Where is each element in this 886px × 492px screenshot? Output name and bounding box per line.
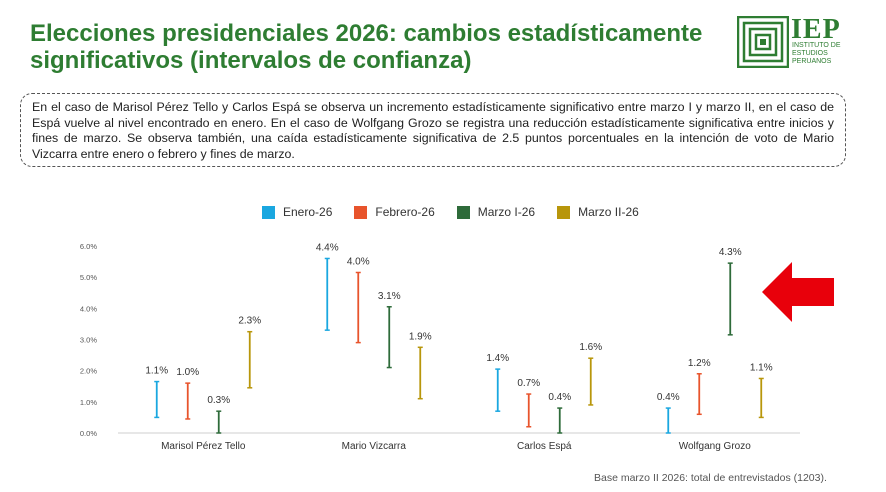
y-tick-label: 2.0%	[80, 367, 97, 376]
legend-label: Enero-26	[283, 205, 333, 219]
legend-swatch	[262, 205, 275, 219]
y-tick-label: 6.0%	[80, 242, 97, 251]
legend-item: Marzo II-26	[557, 205, 639, 219]
data-label: 0.3%	[207, 395, 230, 406]
x-category-label: Mario Vizcarra	[342, 441, 407, 452]
errorbar-chart: 0.0% 1.0% 2.0% 3.0% 4.0% 5.0% 6.0% Marisol Pére…	[80, 242, 800, 452]
y-tick-label: 0.0%	[80, 429, 97, 438]
highlight-arrow	[762, 262, 834, 322]
data-label: 4.3%	[719, 247, 742, 258]
data-label: 1.6%	[579, 342, 602, 353]
data-label: 0.4%	[657, 392, 680, 403]
legend-swatch	[456, 205, 470, 219]
data-label: 1.9%	[409, 331, 432, 342]
data-label: 4.4%	[316, 242, 339, 253]
page-title: Elecciones presidenciales 2026: cambios …	[30, 20, 703, 74]
footnote: Base marzo II 2026: total de entrevistad…	[594, 472, 827, 484]
logo-line3: PERUANOS	[792, 58, 832, 65]
data-label: 1.0%	[176, 367, 199, 378]
legend-swatch	[354, 205, 368, 219]
data-label: 1.1%	[145, 366, 168, 377]
logo-line1: INSTITUTO DE	[792, 42, 841, 49]
legend-item: Marzo I-26	[456, 205, 536, 219]
legend-item: Febrero-26	[354, 205, 435, 219]
data-label: 4.0%	[347, 256, 370, 267]
iep-logo-mark-icon	[737, 16, 789, 68]
y-tick-label: 3.0%	[80, 336, 97, 345]
legend-label: Marzo I-26	[477, 205, 536, 219]
y-tick-label: 4.0%	[80, 304, 97, 313]
summary-callout: En el caso de Marisol Pérez Tello y Carl…	[20, 93, 846, 167]
legend-label: Febrero-26	[375, 205, 435, 219]
legend-item: Enero-26	[262, 205, 332, 219]
y-tick-label: 1.0%	[80, 398, 97, 407]
legend-label: Marzo II-26	[578, 205, 639, 219]
data-label: 3.1%	[378, 291, 401, 302]
data-label: 0.4%	[548, 392, 571, 403]
data-label: 2.3%	[238, 316, 261, 327]
x-category-label: Marisol Pérez Tello	[161, 441, 246, 452]
chart-legend: Enero-26 Febrero-26 Marzo I-26 Marzo II-26	[262, 202, 661, 222]
logo-acronym: IEP	[791, 14, 841, 45]
legend-swatch	[557, 205, 571, 219]
logo-subtitle: INSTITUTO DE ESTUDIOS PERUANOS	[792, 42, 862, 66]
data-label: 0.7%	[517, 378, 540, 389]
x-category-label: Carlos Espá	[517, 441, 572, 452]
data-label: 1.4%	[486, 353, 509, 364]
y-tick-label: 5.0%	[80, 273, 97, 282]
data-label: 1.2%	[688, 358, 711, 369]
arrow-left-icon	[762, 262, 834, 322]
logo-line2: ESTUDIOS	[792, 50, 828, 57]
iep-logo: IEP INSTITUTO DE ESTUDIOS PERUANOS	[737, 14, 855, 70]
data-label: 1.1%	[750, 362, 773, 373]
x-category-label: Wolfgang Grozo	[679, 441, 752, 452]
